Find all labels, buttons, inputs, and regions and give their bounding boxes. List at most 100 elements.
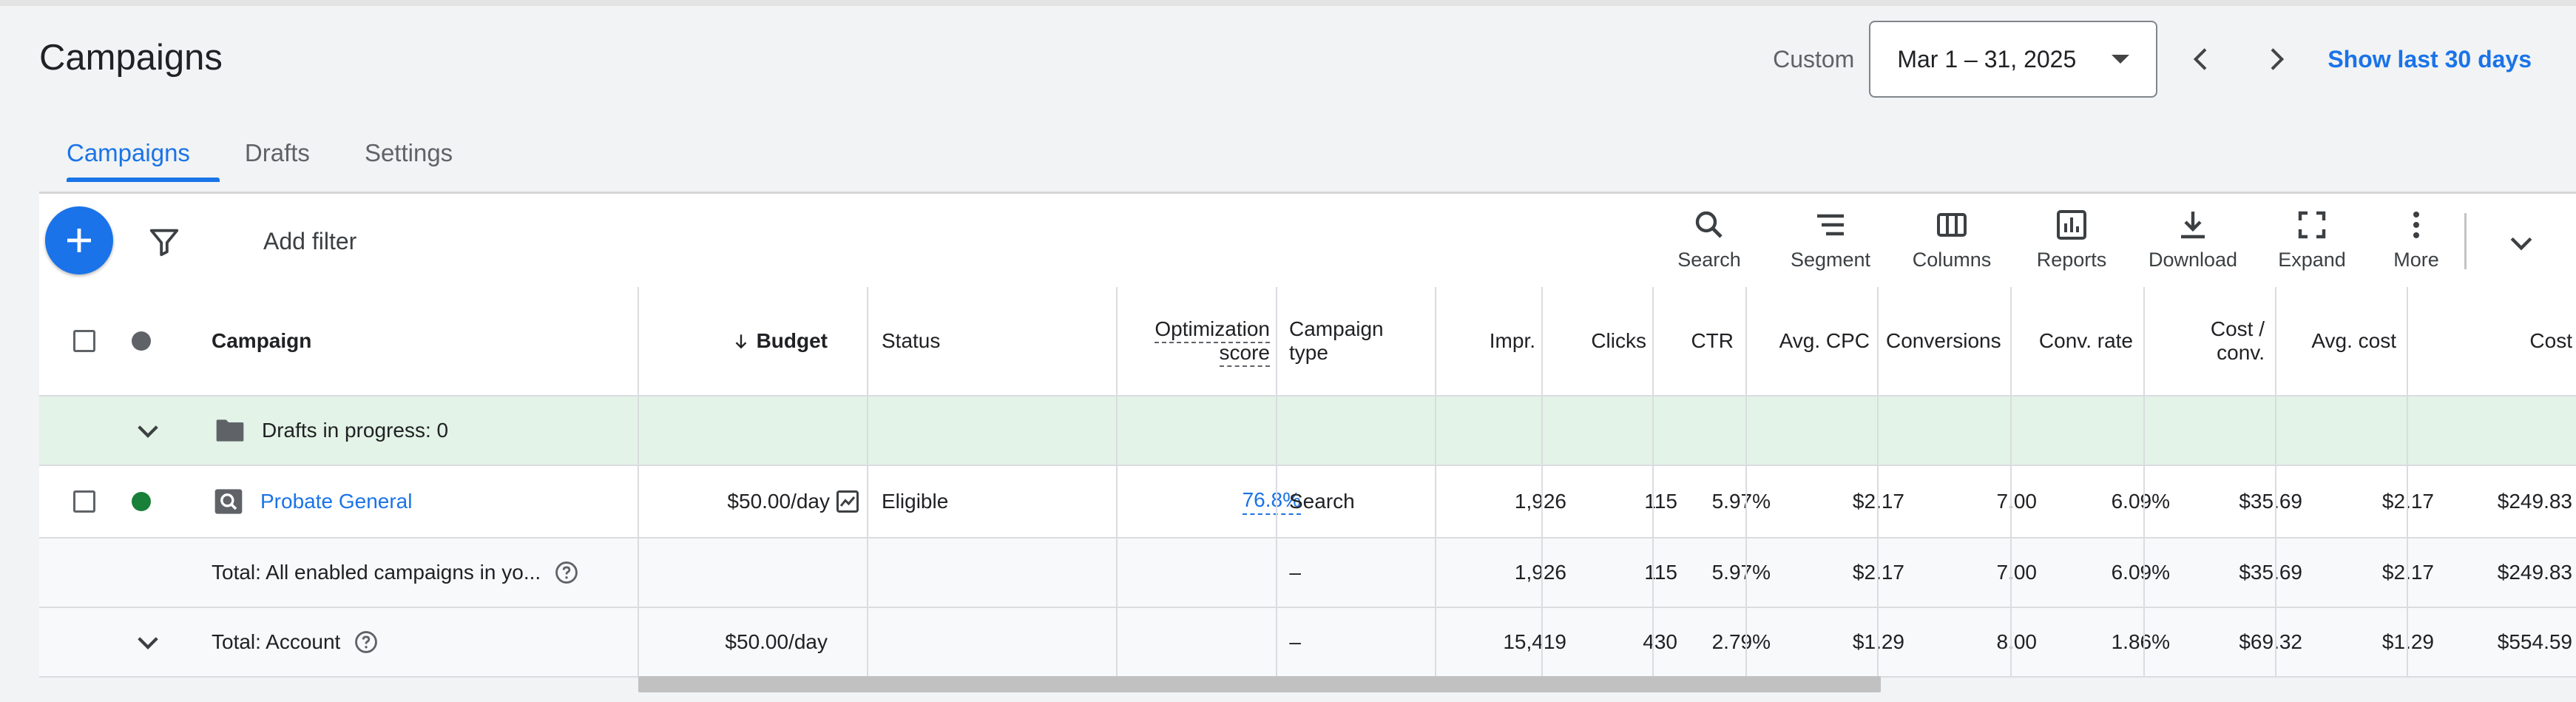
campaign-name-link[interactable]: Probate General — [260, 490, 413, 513]
column-divider — [1652, 466, 1654, 537]
header-cost[interactable]: Cost — [2529, 329, 2572, 352]
total-account-cost: $554.59 — [2497, 630, 2572, 653]
column-divider — [1116, 396, 1118, 465]
total-enabled-label: Total: All enabled campaigns in yo... — [212, 561, 541, 584]
total-account-expand-toggle[interactable] — [132, 608, 163, 676]
add-filter-button[interactable]: Add filter — [263, 228, 357, 254]
table-row: Probate General $50.00/day Eligible 76.8… — [39, 466, 2576, 539]
header-ctr[interactable]: CTR — [1691, 329, 1734, 352]
column-divider — [2010, 466, 2012, 537]
column-divider — [1745, 539, 1747, 607]
column-divider — [1745, 608, 1747, 676]
search-icon — [1695, 211, 1723, 238]
folder-icon — [216, 419, 244, 442]
budget-cell: $50.00/day — [639, 466, 861, 537]
page-title: Campaigns — [39, 38, 223, 78]
column-divider — [2275, 287, 2276, 395]
column-divider — [2143, 608, 2145, 676]
conversions-value: 7.00 — [1996, 490, 2038, 513]
columns-tool-button[interactable]: Columns — [1890, 194, 2013, 271]
search-tool-button[interactable]: Search — [1648, 194, 1771, 271]
enabled-status-dot-icon — [132, 492, 151, 511]
header-avg-cost[interactable]: Avg. cost — [2311, 329, 2396, 352]
tab-settings[interactable]: Settings — [364, 139, 453, 166]
next-period-button[interactable] — [2246, 30, 2305, 89]
segment-tool-button[interactable]: Segment — [1771, 194, 1890, 271]
header-status[interactable]: Status — [882, 329, 941, 352]
more-tool-button[interactable]: More — [2368, 194, 2464, 271]
header-conv-rate[interactable]: Conv. rate — [2038, 329, 2133, 352]
column-divider — [1435, 608, 1436, 676]
header-campaign[interactable]: Campaign — [212, 329, 312, 352]
chevron-down-icon — [138, 637, 158, 649]
total-enabled-clicks: 115 — [1644, 561, 1677, 584]
reports-icon — [2057, 210, 2086, 240]
total-enabled-budget — [639, 539, 861, 607]
previous-period-button[interactable] — [2172, 30, 2231, 89]
column-divider — [1877, 539, 1879, 607]
total-enabled-row: Total: All enabled campaigns in yo... – … — [39, 539, 2576, 608]
column-divider — [1745, 287, 1747, 395]
total-account-label-cell: Total: Account — [212, 608, 379, 676]
columns-tool-label: Columns — [1912, 249, 1992, 271]
header-conversions[interactable]: Conversions — [1886, 329, 2001, 352]
header-budget[interactable]: Budget — [639, 287, 828, 395]
tab-campaigns[interactable]: Campaigns — [39, 133, 220, 197]
collapse-toolbar-button[interactable] — [2467, 194, 2576, 259]
segment-icon — [1817, 214, 1844, 236]
segment-tool-label: Segment — [1790, 249, 1871, 271]
column-divider — [2407, 466, 2408, 537]
drafts-expand-toggle[interactable] — [132, 396, 163, 465]
date-range-dropdown[interactable]: Mar 1 – 31, 2025 — [1869, 21, 2158, 98]
expand-tool-button[interactable]: Expand — [2256, 194, 2368, 271]
filter-icon[interactable] — [147, 225, 181, 259]
select-all-checkbox[interactable] — [73, 330, 95, 352]
total-account-clicks: 430 — [1643, 630, 1677, 653]
help-icon[interactable] — [354, 630, 379, 655]
column-divider — [1652, 396, 1654, 465]
column-divider — [2407, 287, 2408, 395]
column-divider — [1116, 466, 1118, 537]
header-type-line2: type — [1289, 341, 1328, 364]
column-divider — [2275, 396, 2276, 465]
row-checkbox[interactable] — [73, 490, 95, 513]
column-divider — [1541, 539, 1543, 607]
download-tool-button[interactable]: Download — [2130, 194, 2256, 271]
opt-score-link[interactable]: 76.8% — [1242, 488, 1301, 515]
drafts-label: Drafts in progress: 0 — [262, 419, 449, 442]
header-campaign-type[interactable]: Campaign type — [1289, 287, 1384, 395]
header-impr[interactable]: Impr. — [1489, 329, 1535, 352]
horizontal-scrollbar-thumb[interactable] — [638, 676, 1881, 692]
chevron-right-icon — [2271, 48, 2285, 70]
toolbar-separator — [2464, 213, 2467, 269]
column-divider — [2275, 539, 2276, 607]
header-optimization-score[interactable]: Optimization score — [1118, 287, 1270, 395]
column-divider — [2010, 396, 2012, 465]
column-divider — [1116, 287, 1118, 395]
status-value: Eligible — [882, 490, 949, 513]
help-icon[interactable] — [554, 560, 579, 585]
dropdown-caret-icon — [2112, 55, 2130, 64]
add-campaign-button[interactable] — [45, 206, 113, 274]
column-divider — [638, 608, 639, 676]
total-account-budget: $50.00/day — [725, 630, 828, 653]
reports-tool-button[interactable]: Reports — [2013, 194, 2130, 271]
columns-icon — [1937, 213, 1967, 237]
header-avg-cpc[interactable]: Avg. CPC — [1779, 329, 1870, 352]
total-account-impr: 15,419 — [1503, 630, 1566, 653]
campaigns-table: Campaign Budget Status Optimization scor… — [39, 287, 2576, 678]
expand-icon — [2298, 211, 2326, 239]
budget-chart-icon[interactable] — [834, 488, 861, 515]
column-divider — [1435, 539, 1436, 607]
conv-rate-value: 6.09% — [2111, 490, 2170, 513]
tab-drafts[interactable]: Drafts — [244, 139, 310, 166]
table-toolbar: Add filter Search Segment Columns Report… — [39, 194, 2576, 288]
header-clicks[interactable]: Clicks — [1591, 329, 1646, 352]
column-divider — [1276, 287, 1277, 395]
header-cost-per-conv[interactable]: Cost / conv. — [2145, 287, 2265, 395]
column-divider — [1541, 396, 1543, 465]
column-divider — [1541, 287, 1543, 395]
header-opt-line2: score — [1219, 341, 1270, 367]
total-account-opt-score: – — [1289, 630, 1301, 653]
show-last-30-days-link[interactable]: Show last 30 days — [2327, 45, 2532, 72]
